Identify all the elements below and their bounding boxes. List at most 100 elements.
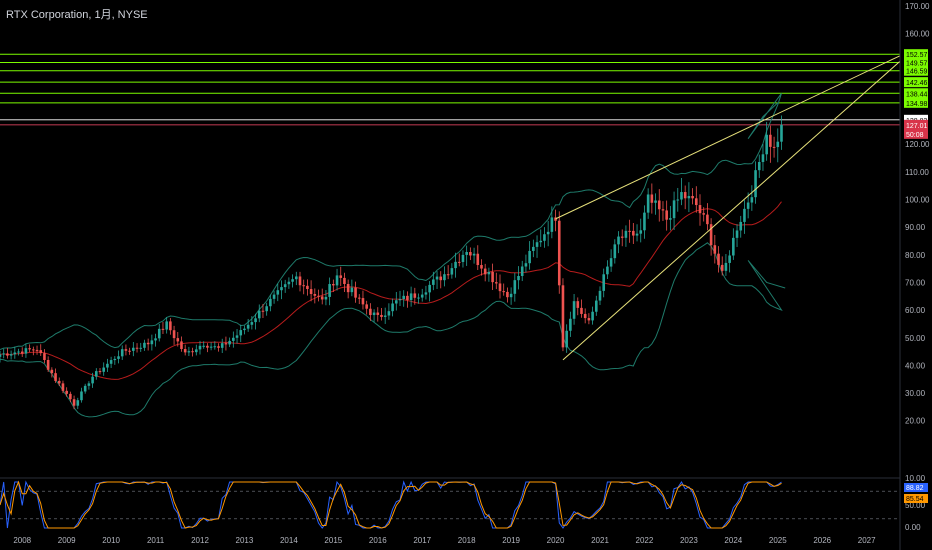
year-label: 2016 [369,536,387,545]
candle-body [465,252,468,255]
candle-body [680,192,683,200]
candle-body [13,352,17,355]
candle-body [743,208,746,222]
candle-body [2,353,6,355]
candle-body [528,250,531,264]
candle-body [572,301,576,319]
candle-body [324,296,328,300]
candle-body [513,280,517,294]
candle-body [546,231,550,235]
candle-body [661,209,665,211]
candle-body [698,205,702,214]
candle-body [213,346,217,348]
candle-body [150,340,154,345]
year-label: 2027 [858,536,876,545]
candle-body [102,367,106,372]
level-tag [904,65,928,76]
candle-body [76,400,80,406]
stoch-k-tag [904,483,928,492]
price-tick-label: 70.00 [905,278,926,287]
candle-body [672,200,676,219]
candle-body [554,217,557,221]
candle-body [169,321,172,331]
candle-body [224,343,228,345]
candle-body [398,299,402,301]
candle-body [543,234,546,241]
candle-body [246,324,250,329]
candle-body [594,300,598,312]
candle-body [165,321,168,330]
candle-body [461,254,465,262]
price-tick-label: 100.00 [905,196,930,205]
candle-body [709,224,713,246]
candle-body [235,335,239,338]
year-label: 2025 [769,536,787,545]
stoch-k-line [0,480,782,529]
year-label: 2011 [147,536,165,545]
candle-body [232,337,235,341]
candle-body [294,276,298,280]
candle-body [291,279,294,282]
candle-body [287,281,291,285]
candle-body [276,290,280,295]
level-tag-label: 134.98 [906,101,928,108]
candle-body [624,230,628,238]
candle-body [576,301,580,308]
candle-body [606,266,609,275]
candle-body [635,233,639,236]
candle-body [61,383,65,391]
candle-body [143,342,146,348]
level-tag [904,49,928,60]
candle-body [361,298,365,305]
year-label: 2008 [13,536,31,545]
price-tick-label: 30.00 [905,389,926,398]
candle-body [317,295,320,297]
level-tag [904,97,928,108]
prev-close-tag [904,114,928,125]
candle-body [532,246,535,251]
candle-body [409,293,413,301]
candle-body [413,293,417,298]
wedge-lines [555,55,901,361]
price-tick-label: 40.00 [905,361,926,370]
candle-body [87,383,91,386]
candle-body [280,287,283,291]
candle-body [380,314,383,317]
candle-body [691,195,694,199]
candle-body [509,293,513,298]
candle-body [687,195,691,199]
candle-body [172,330,176,339]
price-tick-label: 20.00 [905,417,926,426]
candle-body [769,134,772,147]
candle-body [406,295,409,301]
candle-body [617,236,620,245]
stoch-d-label: 85.54 [906,496,924,503]
candle-body [54,373,57,381]
stoch-d-tag [904,494,928,503]
candle-body [765,134,768,155]
candle-body [269,298,272,307]
candle-body [609,258,613,267]
candle-body [28,348,31,350]
candle-body [376,312,380,315]
year-label: 2010 [102,536,120,545]
candle-body [94,371,98,377]
candle-body [20,351,24,354]
candle-body [487,271,491,275]
stochastic-pane: 10.00 50.00 0.00 88.82 85.54 [0,474,928,532]
candle-body [650,194,654,203]
candle-body [628,230,631,232]
time-axis: 2008 2009 2010 2011 2012 2013 2014 2015 2016 2017… [13,536,876,545]
candle-body [302,285,306,287]
candle-body [728,255,731,263]
candle-body [476,253,480,266]
level-tag-label: 138.44 [906,91,928,98]
candle-body [202,345,206,347]
candle-body [665,210,668,220]
stoch-k-label: 88.82 [906,485,924,492]
candle-body [239,330,243,336]
horizontal-levels [0,53,900,126]
stoch-d-line [0,480,782,529]
candle-body [757,162,761,171]
